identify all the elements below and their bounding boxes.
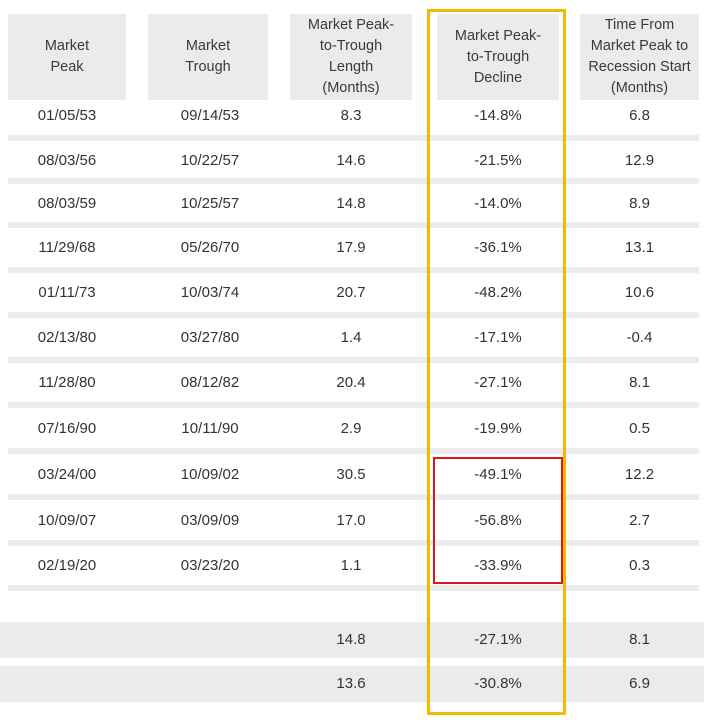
cell-time-to-recession: 6.8 [629,107,650,124]
cell-length: 17.9 [336,239,366,256]
cell-market-trough: 10/22/57 [180,152,240,169]
cell-length: 14.8 [336,195,366,212]
table-row: 03/24/00 10/09/02 30.5 -49.1% 12.2 [0,457,704,493]
cell-decline: -56.8% [474,512,522,529]
cell-market-peak: 01/11/73 [38,284,96,301]
cell-decline: -21.5% [474,152,522,169]
row-separator [8,135,699,141]
row-separator [8,540,699,546]
cell-market-trough [148,622,272,658]
row-separator [8,357,699,363]
cell-decline: -33.9% [474,557,522,574]
cell-market-trough: 10/09/02 [180,466,240,483]
table-row: 07/16/90 10/11/90 2.9 -19.9% 0.5 [0,411,704,447]
cell-decline: -48.2% [474,284,522,301]
row-separator [8,222,699,228]
cell-decline: -19.9% [474,420,522,437]
cell-time-to-recession: 0.5 [629,420,650,437]
header-time-to-recession: Time From Market Peak to Recession Start… [580,14,699,100]
table-row: 10/09/07 03/09/09 17.0 -56.8% 2.7 [0,503,704,539]
cell-market-trough: 09/14/53 [180,107,240,124]
cell-decline: -36.1% [474,239,522,256]
summary-row: 14.8 -27.1% 8.1 [0,622,704,658]
cell-market-peak [8,666,126,702]
cell-time-to-recession: 0.3 [629,557,650,574]
cell-decline: -14.0% [474,195,522,212]
header-peak-to-trough-length: Market Peak- to-Trough Length (Months) [290,14,412,100]
cell-market-peak: 07/16/90 [37,420,97,437]
cell-market-trough: 03/27/80 [180,329,240,346]
header-peak-to-trough-decline: Market Peak- to-Trough Decline [437,14,559,100]
table-row: 08/03/56 10/22/57 14.6 -21.5% 12.9 [0,143,704,179]
cell-decline: -17.1% [474,329,522,346]
cell-market-peak: 11/28/80 [38,374,96,391]
cell-market-peak: 10/09/07 [37,512,97,529]
row-separator [8,585,699,591]
table-row: 02/13/80 03/27/80 1.4 -17.1% -0.4 [0,320,704,356]
table-row: 11/28/80 08/12/82 20.4 -27.1% 8.1 [0,365,704,401]
cell-market-peak: 02/13/80 [37,329,97,346]
cell-decline: -27.1% [474,631,522,648]
cell-length: 30.5 [336,466,366,483]
cell-time-to-recession: 2.7 [629,512,650,529]
cell-time-to-recession: 10.6 [624,284,655,301]
cell-market-trough: 08/12/82 [180,374,240,391]
cell-length: 2.9 [340,420,362,437]
row-separator [8,494,699,500]
cell-market-trough: 10/03/74 [180,284,240,301]
cell-length: 20.4 [336,374,366,391]
cell-market-trough [148,666,272,702]
table-row: 01/11/73 10/03/74 20.7 -48.2% 10.6 [0,275,704,311]
cell-time-to-recession: 8.9 [629,195,650,212]
cell-decline: -49.1% [474,466,522,483]
cell-market-peak: 03/24/00 [37,466,97,483]
cell-length: 13.6 [336,675,366,692]
cell-length: 20.7 [336,284,366,301]
cell-market-trough: 03/09/09 [180,512,240,529]
cell-market-trough: 10/25/57 [180,195,240,212]
row-separator [8,178,699,184]
cell-length: 1.1 [340,557,362,574]
cell-market-peak: 11/29/68 [38,239,96,256]
cell-time-to-recession: 12.2 [624,466,655,483]
table-row: 08/03/59 10/25/57 14.8 -14.0% 8.9 [0,186,704,222]
table-row: 02/19/20 03/23/20 1.1 -33.9% 0.3 [0,548,704,584]
cell-market-peak: 08/03/59 [37,195,97,212]
cell-time-to-recession: 12.9 [624,152,655,169]
cell-market-peak [8,622,126,658]
cell-length: 17.0 [336,512,366,529]
row-separator [8,267,699,273]
cell-market-peak: 02/19/20 [37,557,97,574]
cell-decline: -30.8% [474,675,522,692]
cell-time-to-recession: 8.1 [629,374,650,391]
cell-length: 14.8 [336,631,366,648]
cell-length: 1.4 [340,329,362,346]
row-separator [8,312,699,318]
cell-length: 14.6 [336,152,366,169]
summary-row: 13.6 -30.8% 6.9 [0,666,704,702]
cell-time-to-recession: 6.9 [629,675,650,692]
cell-decline: -14.8% [474,107,522,124]
header-market-trough: Market Trough [148,14,268,100]
summary-row-background [0,622,704,658]
cell-market-peak: 08/03/56 [37,152,97,169]
table-row: 01/05/53 09/14/53 8.3 -14.8% 6.8 [0,98,704,134]
cell-time-to-recession: 13.1 [624,239,655,256]
cell-market-peak: 01/05/53 [37,107,97,124]
cell-time-to-recession: -0.4 [626,329,653,346]
cell-market-trough: 03/23/20 [180,557,240,574]
cell-market-trough: 05/26/70 [180,239,240,256]
header-market-peak: Market Peak [8,14,126,100]
cell-decline: -27.1% [474,374,522,391]
row-separator [8,402,699,408]
cell-market-trough: 10/11/90 [181,420,239,437]
row-separator [8,448,699,454]
cell-length: 8.3 [340,107,362,124]
cell-time-to-recession: 8.1 [629,631,650,648]
summary-row-background [0,666,704,702]
table-row: 11/29/68 05/26/70 17.9 -36.1% 13.1 [0,230,704,266]
